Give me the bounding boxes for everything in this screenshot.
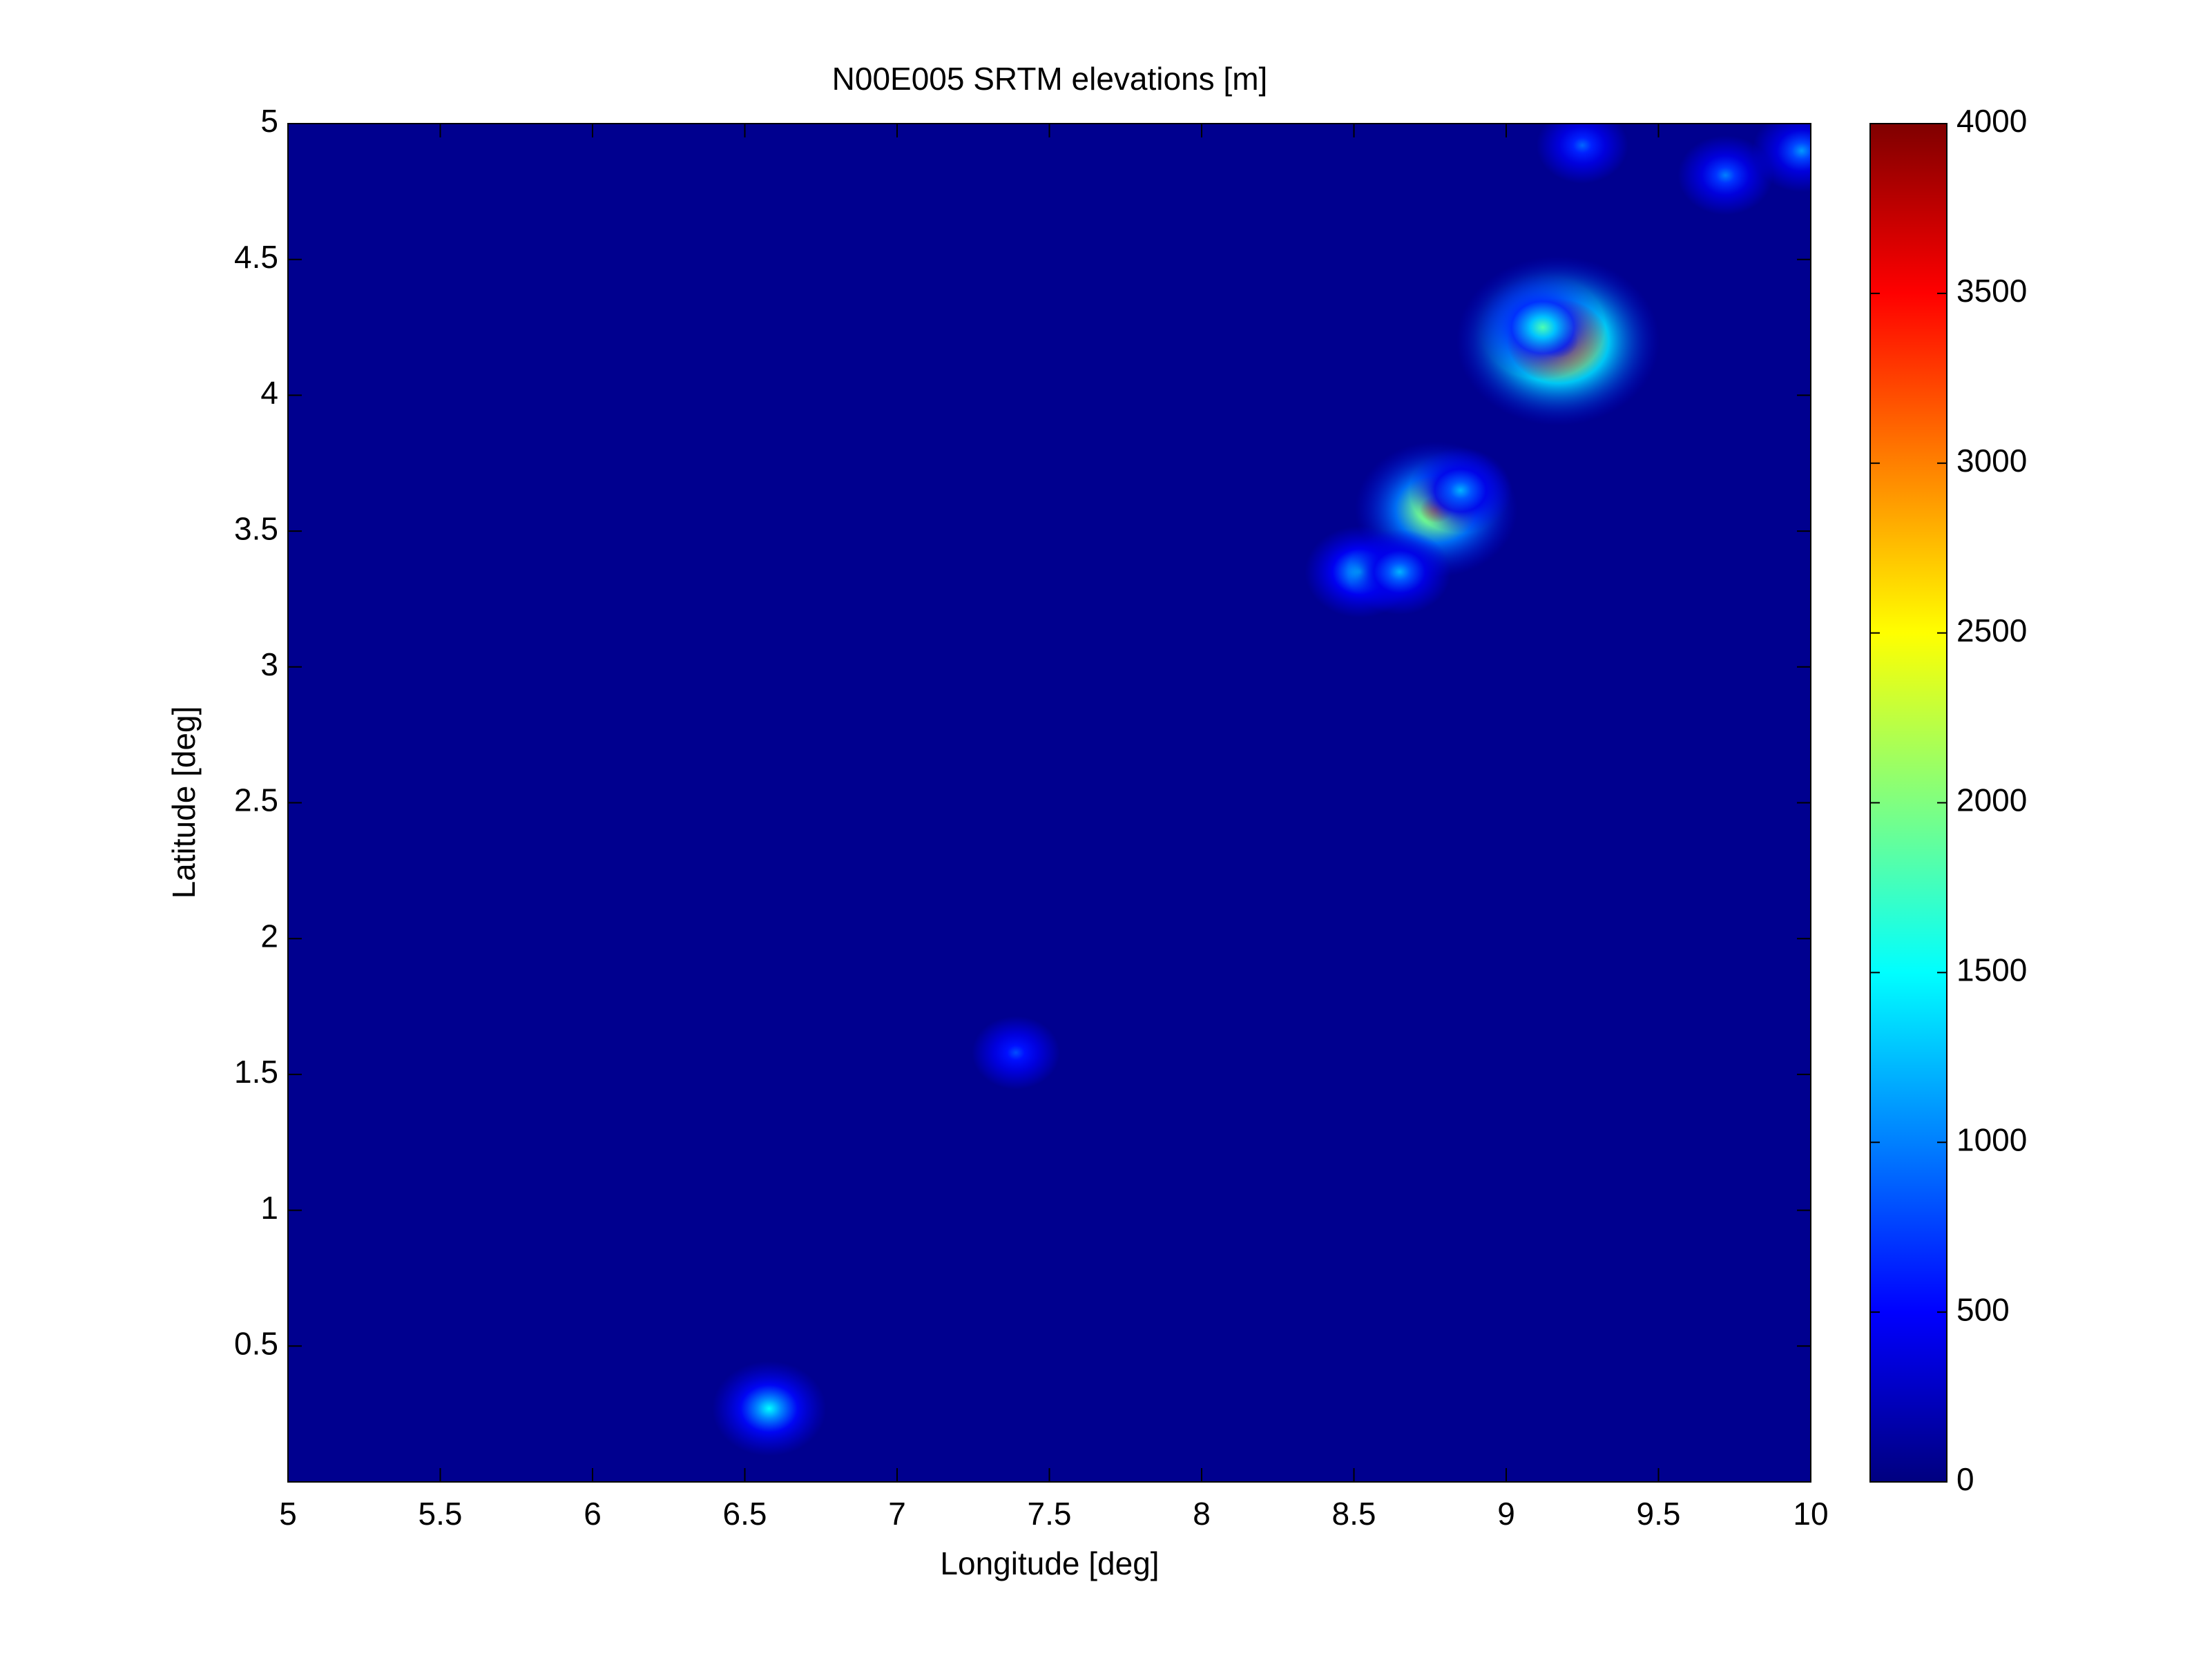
x-tick-label: 9.5 xyxy=(1637,1496,1681,1532)
y-tick-label: 2.5 xyxy=(234,782,278,818)
elevation-peak xyxy=(1480,275,1606,380)
colorbar-tick-label: 0 xyxy=(1956,1461,1974,1497)
y-tick-label: 5 xyxy=(260,103,278,139)
colorbar-tick-label: 2000 xyxy=(1956,782,2027,818)
x-tick-label: 5.5 xyxy=(419,1496,463,1532)
y-tick-label: 4 xyxy=(260,375,278,411)
x-tick-label: 5 xyxy=(279,1496,297,1532)
chart-title: N00E005 SRTM elevations [m] xyxy=(832,61,1268,97)
colorbar xyxy=(1869,123,1947,1483)
elevation-field xyxy=(712,124,1811,1456)
colorbar-tick-label: 4000 xyxy=(1956,103,2027,139)
elevation-peak xyxy=(712,1361,827,1456)
colorbar-tick-label: 500 xyxy=(1956,1291,2010,1327)
x-tick-label: 10 xyxy=(1793,1496,1828,1532)
x-tick-label: 6.5 xyxy=(723,1496,767,1532)
y-tick-label: 1 xyxy=(260,1190,278,1226)
colorbar-tick-label: 2500 xyxy=(1956,613,2027,648)
elevation-peak xyxy=(1536,124,1628,184)
elevation-peak xyxy=(1752,124,1811,193)
elevation-peak xyxy=(1348,529,1452,615)
x-tick-label: 8 xyxy=(1193,1496,1211,1532)
y-tick-label: 3.5 xyxy=(234,510,278,546)
y-tick-label: 0.5 xyxy=(234,1325,278,1361)
elevation-peak xyxy=(1409,447,1512,534)
x-tick-label: 8.5 xyxy=(1332,1496,1376,1532)
colorbar-tick-label: 1500 xyxy=(1956,952,2027,988)
colorbar-tick-label: 3500 xyxy=(1956,273,2027,309)
y-tick-label: 2 xyxy=(260,918,278,954)
x-tick-label: 6 xyxy=(584,1496,602,1532)
elevation-peak xyxy=(1677,135,1773,215)
y-tick-label: 1.5 xyxy=(234,1054,278,1090)
x-tick-label: 7.5 xyxy=(1028,1496,1072,1532)
colorbar-tick-label: 3000 xyxy=(1956,443,2027,479)
x-axis-label: Longitude [deg] xyxy=(940,1545,1159,1581)
y-tick-label: 4.5 xyxy=(234,239,278,275)
x-tick-label: 7 xyxy=(888,1496,906,1532)
x-tick-label: 9 xyxy=(1497,1496,1515,1532)
elevation-peak xyxy=(972,1016,1060,1090)
y-axis-label: Latitude [deg] xyxy=(166,706,202,899)
colorbar-tick-label: 1000 xyxy=(1956,1121,2027,1157)
y-tick-label: 3 xyxy=(260,646,278,682)
